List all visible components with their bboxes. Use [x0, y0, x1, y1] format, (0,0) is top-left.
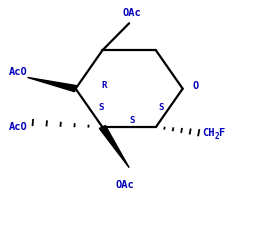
Polygon shape [99, 126, 129, 168]
Text: 2: 2 [215, 132, 220, 141]
Polygon shape [27, 77, 77, 92]
Text: CH: CH [203, 128, 215, 138]
Text: AcO: AcO [9, 122, 27, 132]
Text: AcO: AcO [9, 67, 27, 77]
Text: S: S [158, 103, 164, 112]
Text: O: O [192, 81, 198, 91]
Text: R: R [101, 81, 107, 90]
Text: S: S [129, 116, 134, 125]
Text: S: S [98, 103, 104, 112]
Text: OAc: OAc [116, 180, 134, 190]
Text: F: F [218, 128, 225, 138]
Text: OAc: OAc [122, 8, 141, 18]
